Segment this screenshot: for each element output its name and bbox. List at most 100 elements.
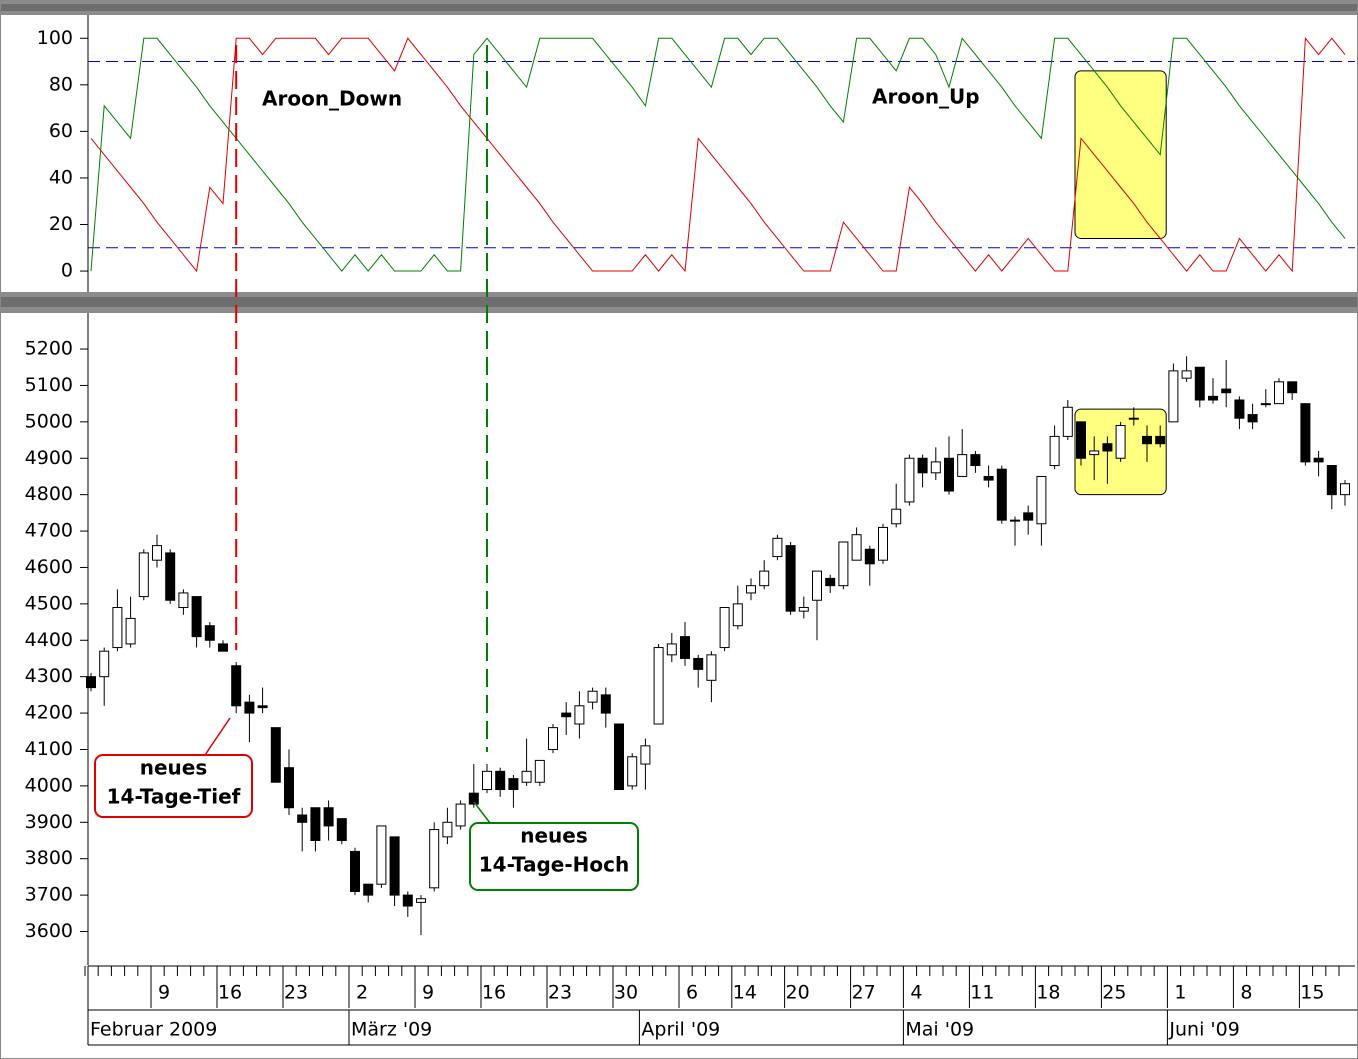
candle-body [1287,381,1298,394]
candle-body [587,690,598,703]
candle-body [891,508,902,525]
candle-body [455,803,466,827]
callout-text: 14-Tage-Tief [107,785,241,809]
candle-body [825,577,836,587]
candle-body [1234,399,1245,419]
candle-body [1076,421,1086,459]
candle-body [706,654,717,681]
candle-body [363,883,374,896]
callout-text: neues [520,824,588,848]
y-tick-label: 20 [49,213,73,235]
top-band-inner [0,4,1358,11]
candle-body [442,821,453,838]
x-tick-label: 8 [1240,982,1252,1004]
y-tick-label: 4400 [25,629,73,651]
month-label: Juni '09 [1168,1019,1239,1041]
aroon-line [90,37,1346,272]
candle-body [878,526,888,561]
x-tick-label: 15 [1300,982,1324,1004]
callout-pointer [473,801,491,824]
y-tick-label: 4800 [25,483,73,505]
series-label: Aroon_Down [262,87,402,111]
x-tick-label: 27 [852,982,876,1004]
candle-body [178,592,189,609]
candle-body [1326,465,1337,496]
candle-body [270,727,281,783]
x-tick-label: 16 [482,982,506,1004]
candle-body [297,814,308,823]
y-tick-label: 80 [49,73,73,95]
candle-body [732,603,743,627]
candle-body [376,825,387,885]
candle-body [548,727,558,750]
candle-body [534,759,545,783]
candle-body [1062,406,1073,437]
candle-body [917,457,928,474]
x-tick-label: 2 [356,982,368,1004]
candle-body [1036,475,1047,525]
x-tick-label: 23 [548,982,572,1004]
x-tick-label: 18 [1036,982,1060,1004]
candle-body [1115,424,1126,459]
x-tick-label: 20 [786,982,810,1004]
candle-body [561,712,572,718]
callout-box [469,822,639,891]
month-label: März '09 [351,1019,432,1041]
callout-text: 14-Tage-Hoch [479,853,630,877]
candle-body [165,552,176,601]
candle-body [482,770,492,791]
y-tick-label: 5100 [25,374,73,396]
candle-body [785,545,796,612]
y-tick-label: 3800 [25,847,73,869]
candle-body [468,792,479,805]
candle-body [1313,457,1324,463]
candle-body [429,829,440,889]
candle-body [495,770,506,791]
y-tick-label: 4200 [25,702,73,724]
candle-body [1274,381,1284,405]
y-tick-label: 4700 [25,520,73,542]
y-tick-label: 60 [49,120,73,142]
candle-body [930,461,941,474]
candle-body [693,657,704,670]
candle-body [996,468,1007,521]
candle-body [1340,483,1350,496]
candle-body [851,534,862,561]
candle-body [653,647,664,725]
x-tick-label: 4 [910,982,922,1004]
candle-body [772,537,783,558]
y-tick-label: 4600 [25,556,73,578]
candle-body [1168,370,1179,423]
candle-body [99,650,110,678]
x-tick-label: 9 [158,982,170,1004]
candle-body [231,665,242,707]
y-tick-label: 3900 [25,811,73,833]
candle-body [759,570,770,587]
candle-body [904,457,915,503]
candle-body [257,705,268,709]
x-tick-label: 25 [1102,982,1126,1004]
candle-body [1142,435,1152,445]
candle-body [86,676,96,689]
aroon-line [90,36,1346,273]
candle-body [970,454,981,467]
x-tick-label: 6 [686,982,698,1004]
y-tick-label: 0 [61,260,73,282]
callout-pointer [204,717,231,756]
y-tick-label: 4300 [25,665,73,687]
candle-body [191,596,202,638]
candle-body [838,541,849,587]
candle-body [1247,414,1258,423]
panel-separator-inner [0,297,1358,307]
candle-body [1300,403,1311,463]
candle-body [666,643,677,656]
candle-body [1049,435,1060,467]
candle-body [112,607,123,649]
candle-body [1089,450,1100,456]
candle-body [389,836,400,896]
candle-body [680,636,690,659]
candle-body [204,625,215,641]
candle-body [719,607,730,649]
candle-body [244,701,255,714]
